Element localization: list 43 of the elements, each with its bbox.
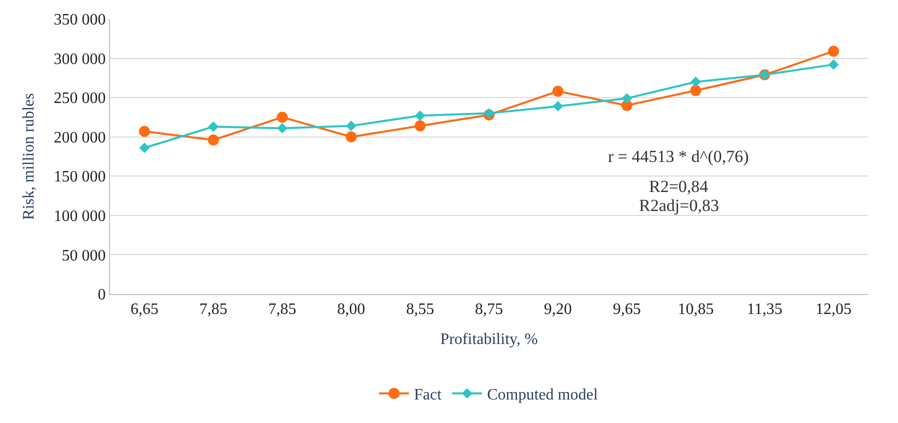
point	[208, 121, 219, 132]
x-tick-label: 7,85	[268, 301, 296, 318]
y-tick-label: 0	[98, 286, 106, 304]
y-tick-label: 300 000	[54, 50, 106, 68]
point	[414, 120, 426, 132]
x-tick-label: 11,35	[746, 301, 782, 318]
x-tick-label: 7,85	[199, 301, 228, 318]
y-tick-label: 350 000	[54, 12, 106, 29]
point	[208, 134, 219, 146]
point	[139, 142, 150, 154]
legend-label: Computed model	[487, 386, 598, 404]
point	[828, 46, 840, 57]
y-axis-title: Risk, million rubles	[20, 93, 38, 220]
point	[552, 86, 564, 97]
point	[828, 59, 839, 70]
y-tick-label: 250 000	[54, 90, 106, 108]
x-axis-title: Profitability, %	[440, 330, 538, 348]
y-tick-label: 200 000	[54, 129, 106, 146]
point	[690, 76, 701, 88]
x-tick-label: 9,20	[544, 301, 572, 318]
y-tick-label: 50 000	[62, 247, 106, 264]
y-tick-label: 150 000	[54, 168, 106, 186]
x-tick-label: 10,85	[678, 301, 714, 318]
x-tick-label: 9,65	[612, 301, 641, 318]
x-tick-label: 6,65	[130, 301, 158, 318]
point	[138, 126, 150, 137]
annotation: R2=0,84	[649, 177, 709, 196]
point	[346, 131, 357, 142]
point	[690, 85, 702, 96]
annotation: r = 44513 * d^(0,76)	[608, 147, 749, 166]
point	[346, 120, 356, 132]
x-tick-label: 8,00	[337, 301, 366, 318]
annotation: R2adj=0,83	[639, 196, 719, 215]
legend-label: Fact	[414, 386, 442, 404]
point	[276, 112, 288, 123]
point	[277, 123, 288, 134]
x-tick-label: 12,05	[816, 301, 852, 318]
y-tick-label: 100 000	[54, 208, 106, 226]
point	[622, 93, 632, 104]
point	[414, 110, 426, 121]
x-tick-label: 8,55	[406, 301, 434, 318]
x-tick-label: 8,75	[475, 301, 503, 318]
point	[552, 101, 564, 112]
